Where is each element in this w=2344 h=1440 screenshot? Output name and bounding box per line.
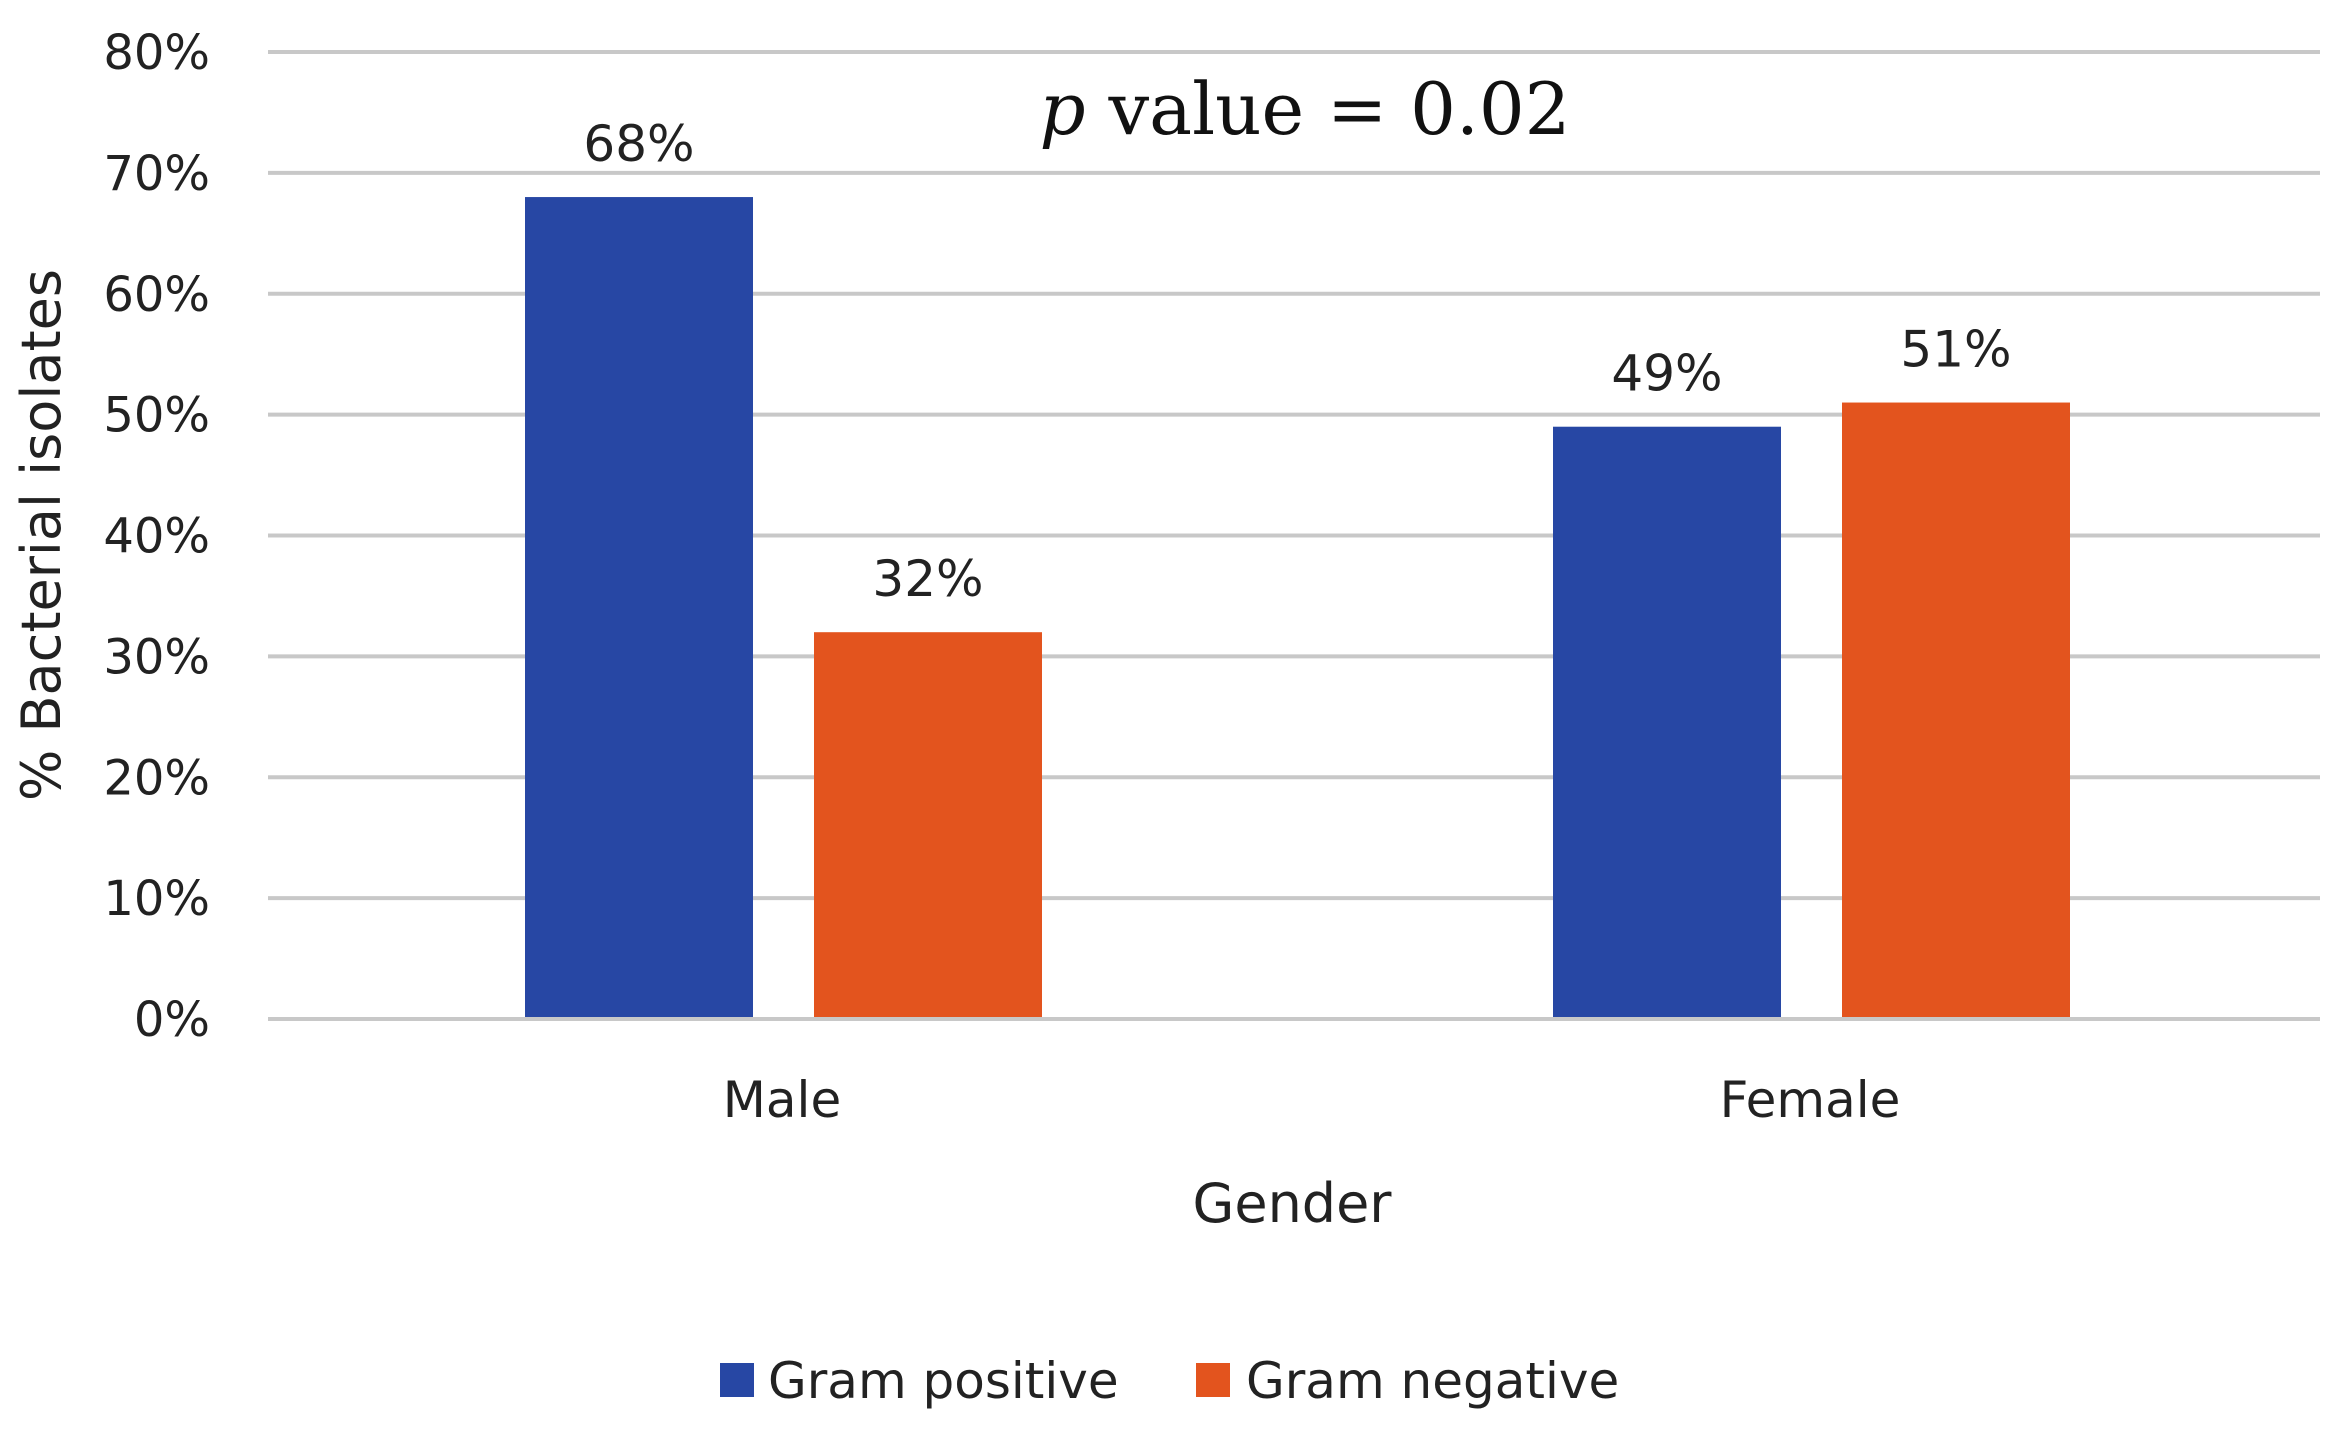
- y-axis-title: % Bacterial isolates: [10, 269, 73, 801]
- data-label: 68%: [583, 115, 694, 173]
- legend-swatch: [1196, 1363, 1230, 1397]
- legend: Gram positive Gram negative: [720, 1352, 1619, 1410]
- data-label: 51%: [1900, 321, 2011, 379]
- y-tick-label: 40%: [103, 509, 210, 565]
- data-labels: 68% 32% 49% 51%: [583, 115, 2011, 608]
- p-value-text: value = 0.02: [1086, 67, 1571, 151]
- x-category-label: Male: [723, 1071, 841, 1129]
- p-symbol: p: [1039, 67, 1085, 151]
- x-category-label: Female: [1720, 1071, 1901, 1129]
- y-tick-label: 0%: [134, 992, 210, 1048]
- legend-label: Gram positive: [768, 1352, 1119, 1410]
- data-label: 32%: [872, 550, 983, 608]
- y-axis-ticks: 0% 10% 20% 30% 40% 50% 60% 70% 80%: [103, 25, 210, 1048]
- bar-female-gram-positive: [1553, 426, 1781, 1019]
- x-axis-categories: Male Female: [268, 1017, 2320, 1129]
- legend-swatch: [720, 1363, 754, 1397]
- bar-female-gram-negative: [1842, 402, 2070, 1020]
- x-axis-title: Gender: [1193, 1172, 1393, 1235]
- bar-male-gram-negative: [814, 632, 1042, 1019]
- bar-male-gram-positive: [525, 197, 753, 1020]
- y-tick-label: 10%: [103, 871, 210, 927]
- legend-label: Gram negative: [1246, 1352, 1619, 1410]
- y-tick-label: 80%: [103, 25, 210, 81]
- y-tick-label: 70%: [103, 146, 210, 202]
- y-tick-label: 30%: [103, 629, 210, 685]
- p-value-annotation: p value = 0.02: [1039, 67, 1570, 151]
- data-label: 49%: [1611, 345, 1722, 403]
- y-tick-label: 60%: [103, 267, 210, 323]
- bars: [525, 197, 2070, 1020]
- y-tick-label: 50%: [103, 388, 210, 444]
- y-tick-label: 20%: [103, 750, 210, 806]
